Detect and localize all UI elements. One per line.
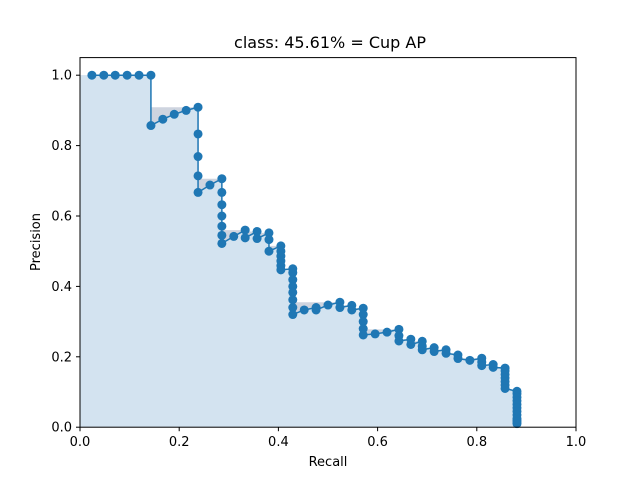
data-point [370, 329, 380, 339]
data-point [87, 70, 97, 80]
data-point [217, 211, 227, 221]
x-tick-label: 0.8 [466, 435, 487, 450]
y-axis-ticks: 0.0 0.2 0.4 0.6 0.8 1.0 [51, 69, 80, 436]
data-point [288, 310, 298, 320]
data-point [252, 226, 262, 236]
y-tick-label: 0.0 [51, 421, 72, 436]
x-tick-label: 1.0 [566, 435, 587, 450]
x-tick-label: 0.4 [268, 435, 289, 450]
data-point [181, 105, 191, 115]
data-point [217, 221, 227, 231]
data-point [500, 383, 510, 393]
data-point [358, 324, 368, 334]
data-point [217, 174, 227, 184]
data-point [193, 152, 203, 162]
data-point [335, 303, 345, 313]
data-point [193, 187, 203, 197]
data-point [488, 362, 498, 372]
x-tick-label: 0.6 [367, 435, 388, 450]
data-point [193, 171, 203, 181]
x-tick-label: 0.2 [169, 435, 190, 450]
data-point [288, 268, 298, 278]
data-point [311, 305, 321, 315]
data-point [394, 324, 404, 334]
data-point [217, 187, 227, 197]
data-point [146, 121, 156, 131]
data-point [193, 129, 203, 139]
data-point [288, 303, 298, 313]
data-point [240, 233, 250, 243]
data-point [429, 347, 439, 357]
data-point [406, 339, 416, 349]
x-axis-label: Recall [309, 455, 348, 470]
data-point [358, 303, 368, 313]
data-point [122, 70, 132, 80]
x-tick-label: 0.0 [70, 435, 91, 450]
x-axis-ticks: 0.0 0.2 0.4 0.6 0.8 1.0 [70, 427, 587, 450]
data-point [193, 102, 203, 112]
data-point [252, 234, 262, 244]
data-point [512, 419, 522, 429]
data-point [217, 238, 227, 248]
data-point [358, 317, 368, 327]
data-point [347, 305, 357, 315]
data-point [110, 70, 120, 80]
data-point [382, 327, 392, 337]
data-point [240, 225, 250, 235]
y-axis-label: Precision [29, 213, 44, 271]
data-point [99, 70, 109, 80]
data-point [217, 200, 227, 210]
data-point [394, 336, 404, 346]
data-point [169, 109, 179, 119]
data-point [146, 70, 156, 80]
data-point [323, 300, 333, 310]
data-point [477, 361, 487, 371]
data-point [441, 348, 451, 358]
y-tick-label: 0.6 [51, 210, 72, 225]
y-tick-label: 0.4 [51, 280, 72, 295]
data-point [358, 330, 368, 340]
data-points [87, 70, 522, 429]
data-point [205, 180, 215, 190]
data-point [264, 246, 274, 256]
data-point [417, 345, 427, 355]
data-point [288, 287, 298, 297]
y-tick-label: 0.8 [51, 139, 72, 154]
chart-title: class: 45.61% = Cup AP [234, 33, 426, 52]
data-point [465, 355, 475, 365]
plot-frame [79, 57, 577, 428]
data-point [158, 114, 168, 124]
y-tick-label: 0.2 [51, 350, 72, 365]
y-tick-label: 1.0 [51, 69, 72, 84]
data-point [229, 231, 239, 241]
data-point [264, 228, 274, 238]
precision-area-fill [80, 75, 517, 428]
data-point [288, 295, 298, 305]
data-point [358, 310, 368, 320]
plot-area [80, 70, 522, 429]
data-point [264, 235, 274, 245]
data-point [276, 265, 286, 275]
data-point [299, 305, 309, 315]
data-point [217, 230, 227, 240]
data-point [288, 275, 298, 285]
data-point [134, 70, 144, 80]
data-point [453, 354, 463, 364]
